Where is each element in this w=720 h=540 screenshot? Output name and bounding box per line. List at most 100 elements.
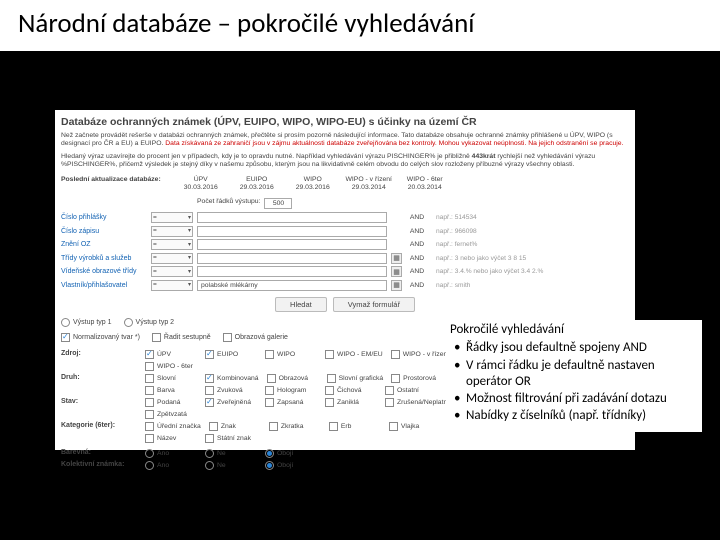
callout-item: Možnost filtrování při zadávání dotazu (466, 391, 698, 407)
filter-label: Druh: (61, 374, 139, 381)
radio-option[interactable]: Ne (205, 449, 257, 458)
operator-select[interactable]: = (151, 280, 193, 291)
filter-option[interactable]: Slovní grafická (327, 374, 384, 383)
bottom-label: Kolektivní známka: (61, 461, 139, 468)
callout-title: Pokročilé vyhledávání (450, 322, 698, 338)
filter-label: Stav: (61, 398, 139, 405)
filter-option[interactable]: Ostatní (385, 386, 437, 395)
gallery-check[interactable]: Obrazová galerie (223, 333, 288, 342)
filter-option[interactable]: Zkratka (269, 422, 321, 431)
filter-option[interactable]: Zapsaná (265, 398, 317, 407)
tab-v2-label: Výstup typ 2 (136, 319, 175, 326)
bottom-label: Barevná: (61, 449, 139, 456)
filter-label: Kategorie (6ter): (61, 422, 139, 429)
operator-select[interactable]: = (151, 239, 193, 250)
operator-select[interactable]: = (151, 253, 193, 264)
count-input[interactable]: 500 (264, 198, 292, 209)
picker-icon[interactable]: ▦ (391, 280, 402, 291)
criteria-label: Vídeňské obrazové třídy (61, 268, 147, 275)
filter-option[interactable]: Zpětvzatá (145, 410, 197, 419)
filter-option[interactable]: Zaniklá (325, 398, 377, 407)
update-col: WIPO - v řízení29.03.2014 (345, 176, 393, 192)
update-col: WIPO - 6ter20.03.2014 (401, 176, 449, 192)
filter-option[interactable]: Obrazová (267, 374, 319, 383)
filter-option[interactable]: Úřední značka (145, 422, 201, 431)
filter-option[interactable]: Prostorová (391, 374, 443, 383)
and-label: AND (406, 214, 428, 221)
criteria-input[interactable] (197, 253, 387, 264)
criteria-area: Počet řádků výstupu: 500 Číslo přihlášky… (61, 198, 629, 291)
criteria-input[interactable]: polabské mlékárny (197, 280, 387, 291)
intro-text-1: Než začnete provádět rešerše v databázi … (61, 132, 629, 149)
output-type-2[interactable]: Výstup typ 2 (124, 318, 175, 327)
callout-item: Nabídky z číselníků (např. třídníky) (466, 408, 698, 424)
criteria-row: Vlastník/přihlašovatel = polabské mlékárny… (61, 280, 629, 291)
filter-option[interactable]: Název (145, 434, 197, 443)
intro-text-2: Hledaný výraz uzavírejte do procent jen … (61, 153, 629, 170)
filter-option[interactable]: Čichová (325, 386, 377, 395)
criteria-label: Třídy výrobků a služeb (61, 255, 147, 262)
filter-option[interactable]: WIPO - EM/EU (325, 350, 383, 359)
criteria-input[interactable] (197, 212, 387, 223)
filter-option[interactable]: Kombinovaná (205, 374, 259, 383)
criteria-input[interactable] (197, 266, 387, 277)
criteria-hint: např.: 3 nebo jako výčet 3 8 15 (436, 255, 526, 262)
radio-option[interactable]: Obojí (265, 449, 317, 458)
normalized-check[interactable]: Normalizovaný tvar *) (61, 333, 140, 342)
operator-select[interactable]: = (151, 212, 193, 223)
radio-option[interactable]: Ano (145, 449, 197, 458)
and-label: AND (406, 282, 428, 289)
filter-option[interactable]: EUIPO (205, 350, 257, 359)
criteria-label: Znění OZ (61, 241, 147, 248)
filter-label: Zdroj: (61, 350, 139, 357)
intro-2b: 443krát (472, 153, 496, 160)
radio-option[interactable]: Obojí (265, 461, 317, 470)
tab-v1-label: Výstup typ 1 (73, 319, 112, 326)
filter-option[interactable]: WIPO - 6ter (145, 362, 197, 371)
radio-option[interactable]: Ne (205, 461, 257, 470)
filter-option[interactable]: WIPO - v řízení (391, 350, 449, 359)
filter-option[interactable]: ÚPV (145, 350, 197, 359)
filter-option[interactable]: Znak (209, 422, 261, 431)
criteria-input[interactable] (197, 226, 387, 237)
intro-2a: Hledaný výraz uzavírejte do procent jen … (61, 153, 472, 160)
filter-option[interactable]: Zrušená/Neplatná (385, 398, 451, 407)
callout-item: Řádky jsou defaultně spojeny AND (466, 340, 698, 356)
filter-option[interactable]: Podaná (145, 398, 197, 407)
filter-option[interactable]: Zvuková (205, 386, 257, 395)
criteria-row: Znění OZ=ANDnapř.: fernet% (61, 239, 629, 250)
operator-select[interactable]: = (151, 266, 193, 277)
filter-option[interactable]: WIPO (265, 350, 317, 359)
clear-button[interactable]: Vymaž formulář (333, 297, 415, 312)
operator-select[interactable]: = (151, 226, 193, 237)
search-button[interactable]: Hledat (275, 297, 327, 312)
filter-option[interactable]: Hologram (265, 386, 317, 395)
criteria-input[interactable] (197, 239, 387, 250)
filter-row: Název Státní znak (61, 434, 629, 443)
norm-label: Normalizovaný tvar *) (73, 334, 140, 341)
radio-option[interactable]: Ano (145, 461, 197, 470)
criteria-label: Vlastník/přihlašovatel (61, 282, 147, 289)
picker-icon[interactable]: ▦ (391, 266, 402, 277)
and-label: AND (406, 255, 428, 262)
filter-option[interactable]: Barva (145, 386, 197, 395)
filter-option[interactable]: Erb (329, 422, 381, 431)
and-label: AND (406, 241, 428, 248)
criteria-row: Číslo zápisu=ANDnapř.: 966098 (61, 226, 629, 237)
slide-title: Národní databáze – pokročilé vyhledávání (0, 0, 720, 51)
criteria-row: Číslo přihlášky=ANDnapř.: 514534 (61, 212, 629, 223)
criteria-row: Vídeňské obrazové třídy=▦ANDnapř.: 3.4.%… (61, 266, 629, 277)
filter-option[interactable]: Zveřejněná (205, 398, 257, 407)
picker-icon[interactable]: ▦ (391, 253, 402, 264)
sort-desc-check[interactable]: Řadit sestupně (152, 333, 211, 342)
criteria-hint: např.: 966098 (436, 228, 477, 235)
filter-option[interactable]: Státní znak (205, 434, 257, 443)
callout-item: V rámci řádku je defaultně nastaven oper… (466, 358, 698, 391)
filter-option[interactable]: Slovní (145, 374, 197, 383)
count-label: Počet řádků výstupu: (197, 198, 260, 209)
update-col: ÚPV30.03.2016 (177, 176, 225, 192)
and-label: AND (406, 228, 428, 235)
output-type-1[interactable]: Výstup typ 1 (61, 318, 112, 327)
filter-option[interactable]: Vlajka (389, 422, 441, 431)
bottom-radio-row: Kolektivní známka: Ano Ne Obojí (61, 461, 629, 470)
